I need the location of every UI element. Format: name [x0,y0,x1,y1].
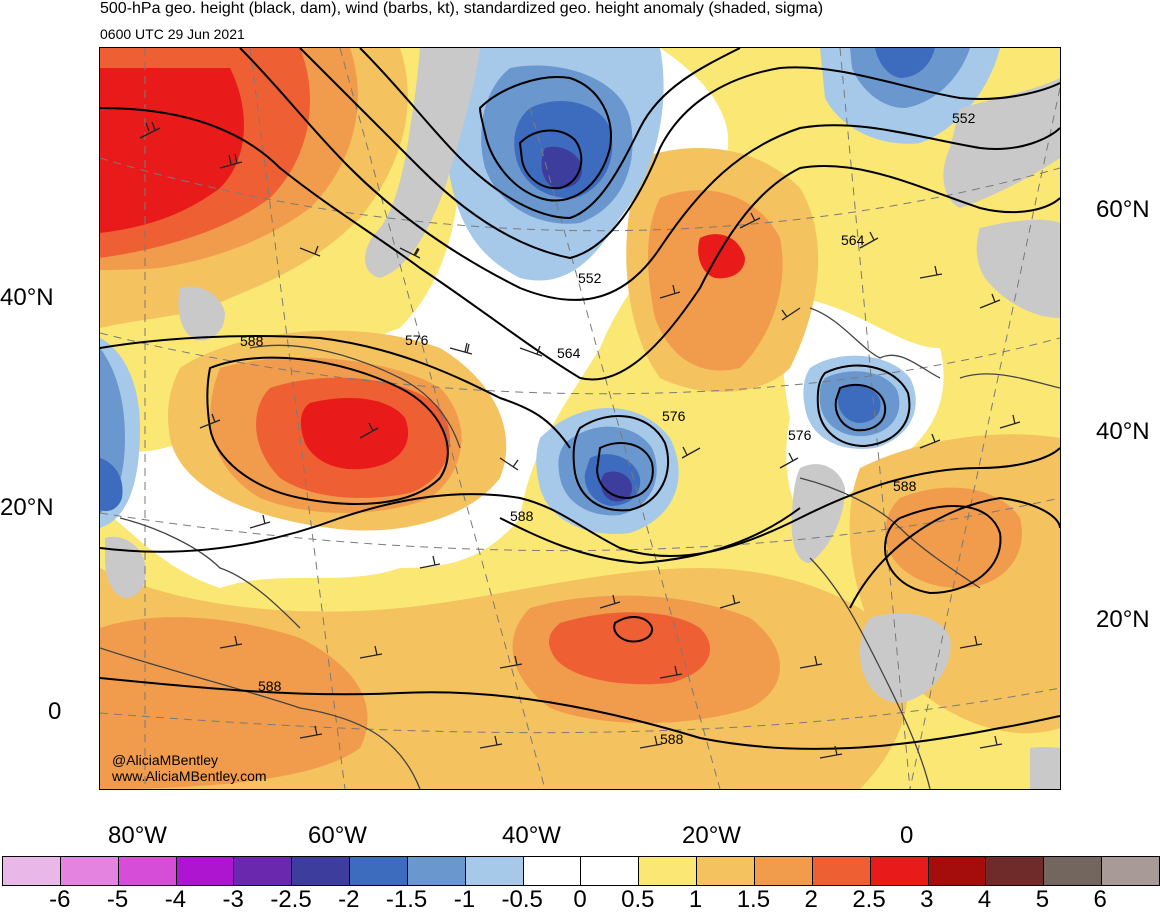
high-anomaly-red [300,398,409,470]
lat-lon-grid [100,48,1060,789]
colorbar-tick-label: 0.5 [621,886,655,913]
lat-label-right: 40°N [1096,418,1150,445]
land-mask [791,464,845,563]
contour-label: 588 [510,508,534,524]
lon-label: 40°W [502,822,561,849]
colorbar-segment [870,857,929,885]
negative-anomaly [600,471,632,502]
contour-labels: 588 576 564 552 588 576 588 588 576 564 … [240,110,976,747]
weather-map: 588 576 564 552 588 576 588 588 576 564 … [99,47,1061,790]
lat-label-left: 0 [48,698,62,725]
negative-anomaly [100,458,123,512]
contour-label: 588 [893,478,917,494]
colorbar-segment [812,857,871,885]
lat-label-left: 20°N [0,494,54,521]
colorbar-segment [1102,857,1159,885]
colorbar-tick-label: -1.5 [385,886,428,913]
colorbar-segment [407,857,466,885]
land-mask [860,613,951,703]
high-anomaly-red [548,612,710,685]
positive-anomaly-strong [648,190,783,371]
contour-label: 588 [240,333,264,349]
lat-label-right: 20°N [1096,606,1150,633]
negative-anomaly [875,48,935,78]
colorbar-tick-label: 4 [977,886,992,913]
colorbar-tick-label: -6 [49,886,71,913]
colorbar-segment [1044,857,1103,885]
colorbar-segment [581,857,640,885]
colorbar-segment [639,857,698,885]
colorbar-segment [465,857,524,885]
height-contours [100,48,1060,750]
colorbar-tick-label: 6 [1093,886,1107,913]
colorbar-tick-label: 3 [920,886,934,913]
colorbar-tick-label: -2.5 [270,886,312,913]
colorbar-segment [523,857,582,885]
lon-label: 0 [900,822,914,849]
land-mask [178,286,225,341]
contour-label: 576 [662,408,686,424]
colorbar-segment [118,857,177,885]
lat-label-right: 60°N [1096,196,1150,223]
colorbar-segment [60,857,119,885]
colorbar-tick-label: 2 [804,886,818,913]
colorbar-segment [350,857,408,885]
contour-label: 588 [660,731,684,747]
colorbar-segment [3,857,61,885]
colorbar-tick-label: -3 [222,886,244,913]
land-mask [976,219,1060,318]
lon-label: 80°W [108,822,167,849]
colorbar-tick-label: 2.5 [852,886,886,913]
colorbar-segment [176,857,235,885]
chart-title: 500-hPa geo. height (black, dam), wind (… [100,0,824,17]
positive-anomaly-strong [100,617,368,789]
land-mask [1030,747,1060,789]
credit-website: www.AliciaMBentley.com [112,768,267,784]
credit-handle: @AliciaMBentley [112,752,219,768]
colorbar-tick-label: -1 [453,886,476,913]
colorbar-tick-label: -5 [106,886,129,913]
colorbar-segment [986,857,1045,885]
land-mask [365,48,480,278]
colorbar-tick-label: -2 [338,886,360,913]
valid-time: 0600 UTC 29 Jun 2021 [100,26,245,42]
colorbar-segment [754,857,813,885]
contour-label: 576 [788,427,812,443]
colorbar-segment [234,857,293,885]
colorbar-tick-label: -0.5 [501,886,543,913]
contour-label: 564 [841,232,865,248]
anomaly-colorbar [2,856,1160,886]
colorbar-tick-label: 0 [573,886,587,913]
colorbar-segment [292,857,351,885]
positive-anomaly-strong [885,487,1022,588]
negative-anomaly [837,384,881,423]
colorbar-segment [697,857,755,885]
lat-label-left: 40°N [0,284,54,311]
contour-label: 552 [952,110,976,126]
wind-barbs [139,121,1021,759]
colorbar-segment [928,857,987,885]
contour-label: 576 [405,332,429,348]
map-graphic: 588 576 564 552 588 576 588 588 576 564 … [100,48,1060,789]
negative-anomaly [850,48,970,108]
coastlines [100,307,1060,789]
colorbar-tick-label: 5 [1035,886,1050,913]
colorbar-tick-label: -4 [164,886,187,913]
contour-label: 564 [557,345,581,361]
colorbar-tick-label: 1.5 [736,886,771,913]
lon-label: 20°W [682,822,741,849]
contour-label: 588 [258,678,282,694]
lon-label: 60°W [308,822,367,849]
negative-anomaly [541,146,583,189]
colorbar-tick-label: 1 [688,886,703,913]
contour-label: 552 [578,270,602,286]
